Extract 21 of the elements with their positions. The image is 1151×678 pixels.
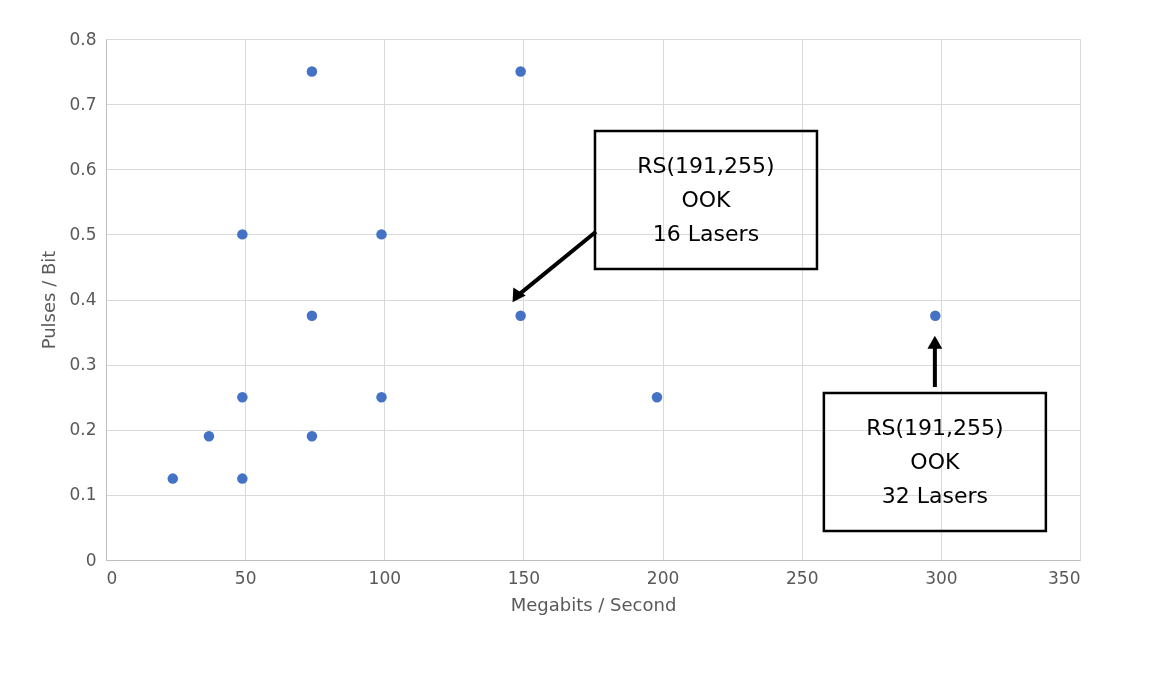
y-tick-label: 0.4: [69, 289, 97, 309]
y-axis-title: Pulses / Bit: [38, 250, 60, 350]
x-axis-title: Megabits / Second: [510, 593, 677, 615]
x-tick-label: 300: [925, 567, 958, 588]
x-tick-label: 50: [234, 567, 257, 588]
y-tick-label: 0.8: [69, 28, 97, 49]
x-tick-label: 350: [1048, 567, 1081, 588]
y-tick-label: 0.7: [69, 93, 97, 114]
y-tick-label: 0: [85, 549, 97, 570]
annotation: RS(191,255) OOK 16 Lasers: [637, 152, 775, 246]
y-tick-label: 0.1: [69, 484, 97, 505]
y-tick-label: 0.2: [69, 419, 97, 440]
x-tick-label: 0: [106, 567, 118, 588]
x-tick-label: 150: [507, 567, 541, 588]
x-tick-label: 200: [646, 567, 680, 588]
y-tick-label: 0.5: [69, 223, 97, 244]
y-tick-label: 0.3: [69, 354, 97, 375]
x-tick-label: 100: [368, 567, 402, 588]
y-tick-label: 0.6: [69, 158, 97, 179]
x-tick-label: 250: [785, 567, 819, 588]
annotation: RS(191,255) OOK 32 Lasers: [866, 415, 1004, 509]
